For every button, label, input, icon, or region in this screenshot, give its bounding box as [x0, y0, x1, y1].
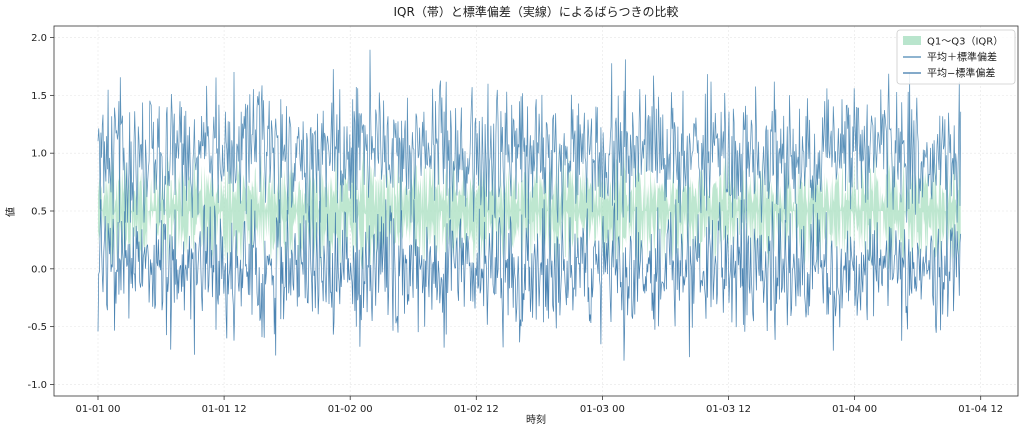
legend-swatch-band — [903, 36, 921, 45]
y-tick-label: 2.0 — [31, 33, 47, 44]
x-tick-label: 01-02 12 — [454, 404, 499, 415]
x-tick-label: 01-04 12 — [958, 404, 1003, 415]
y-axis-title: 値 — [4, 207, 17, 217]
legend-box — [896, 29, 1016, 85]
legend-label: Q1〜Q3（IQR） — [927, 36, 1003, 48]
y-tick-label: -0.5 — [27, 322, 47, 333]
x-axis-title: 時刻 — [526, 413, 546, 426]
x-tick-label: 01-01 12 — [202, 404, 247, 415]
legend-label: 平均−標準偏差 — [927, 67, 995, 80]
x-tick-label: 01-01 00 — [76, 404, 121, 415]
y-tick-label: 0.0 — [31, 264, 47, 275]
y-tick-label: 1.5 — [31, 91, 47, 102]
x-tick-label: 01-03 00 — [580, 404, 625, 415]
y-tick-label: 0.5 — [31, 207, 47, 218]
legend-label: 平均＋標準偏差 — [927, 51, 997, 64]
x-tick-label: 01-03 12 — [706, 404, 751, 415]
x-tick-label: 01-02 00 — [328, 404, 373, 415]
series-mean-minus-std — [97, 199, 962, 361]
plot-area — [97, 49, 962, 361]
x-tick-label: 01-04 00 — [832, 404, 877, 415]
y-axis: -1.0 -0.5 0.0 0.5 1.0 1.5 2.0 — [27, 33, 54, 391]
chart-title: IQR（帯）と標準偏差（実線）によるばらつきの比較 — [394, 4, 679, 19]
x-axis: 01-01 00 01-01 12 01-02 00 01-02 12 01-03 00… — [76, 396, 1003, 415]
y-tick-label: 1.0 — [31, 149, 47, 160]
series-mean-plus-std — [97, 49, 962, 223]
y-tick-label: -1.0 — [27, 380, 47, 391]
